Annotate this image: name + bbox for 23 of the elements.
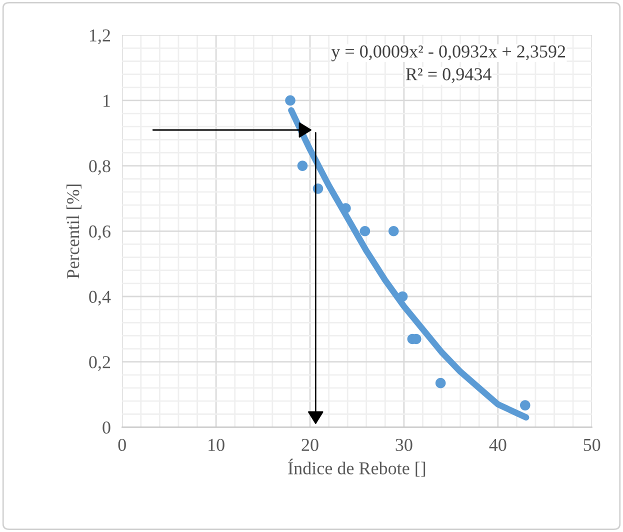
y-tick-label: 0,8 xyxy=(89,160,110,175)
y-tick-label: 0 xyxy=(102,421,110,434)
x-tick-label: 10 xyxy=(208,438,224,452)
annotation: y = 0,0009x² - 0,0932x + 2,3592 xyxy=(331,45,566,62)
point xyxy=(297,160,308,171)
annotation: R² = 0,9434 xyxy=(406,68,492,83)
point xyxy=(360,226,370,236)
x-tick-label: 0 xyxy=(118,438,126,452)
y-tick-label: 0,4 xyxy=(89,290,111,306)
point xyxy=(285,95,296,106)
point xyxy=(520,400,530,410)
y-tick-label: 0,6 xyxy=(89,225,110,240)
x-tick-label: 20 xyxy=(302,438,318,452)
y-tick-label: 1,2 xyxy=(90,29,110,44)
x-tick-label: 30 xyxy=(396,438,412,452)
point xyxy=(435,378,446,388)
y-tick-label: 0,2 xyxy=(89,356,110,371)
point xyxy=(388,226,399,236)
y-tick-label: 1 xyxy=(104,94,110,107)
x-axis-title: Índice de Rebote [] xyxy=(288,458,426,477)
y-axis-title: Percentil [%] xyxy=(66,184,82,279)
x-tick-label: 50 xyxy=(584,438,600,452)
x-tick-label: 40 xyxy=(489,438,506,452)
